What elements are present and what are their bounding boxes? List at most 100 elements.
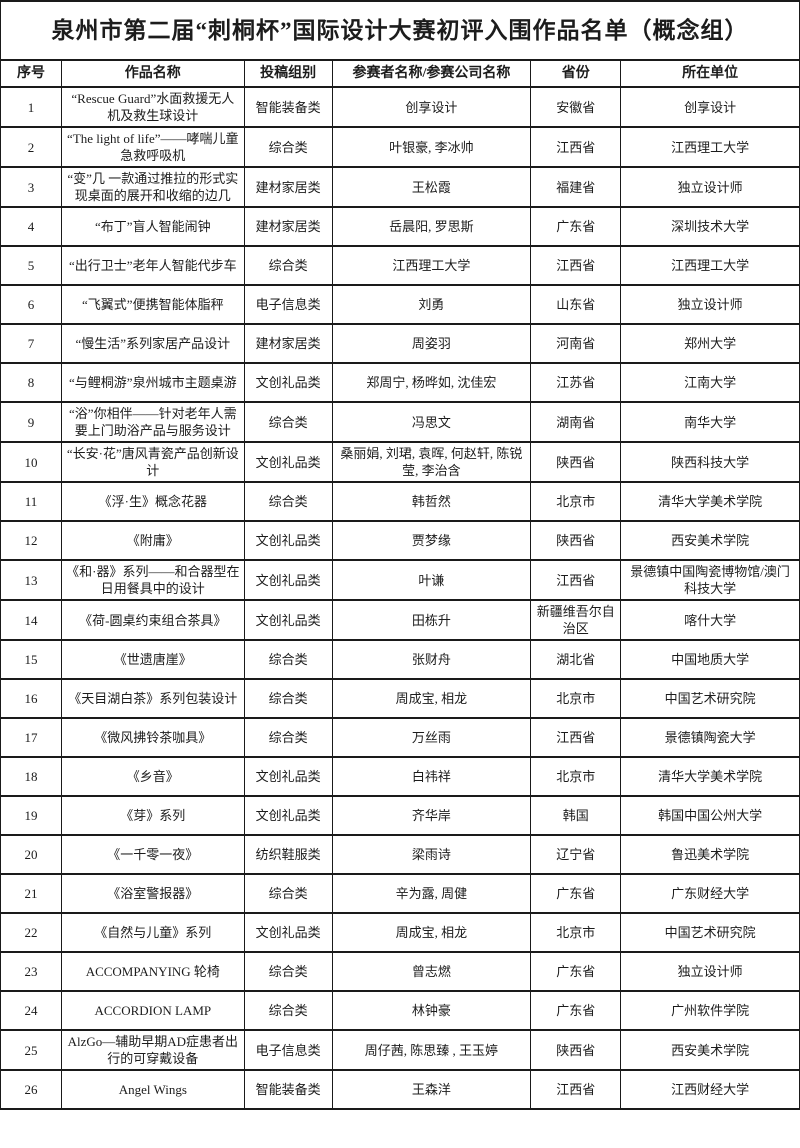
cell-category: 综合类 [243,639,333,680]
cell-participants: 周成宝, 相龙 [331,912,532,953]
cell-work-name: 《附庸》 [60,520,245,561]
cell-serial-number: 6 [0,284,62,325]
cell-category: 综合类 [243,678,333,719]
cell-unit: 创享设计 [620,86,800,128]
cell-unit: 南华大学 [620,401,800,443]
cell-category: 文创礼品类 [243,559,333,601]
cell-category: 文创礼品类 [243,756,333,797]
cell-unit: 喀什大学 [620,599,800,641]
table-row: 26 Angel Wings 智能装备类 王森洋 江西省 江西财经大学 [0,1069,800,1110]
title-row: 泉州市第二届“刺桐杯”国际设计大赛初评入围作品名单（概念组） [0,0,800,61]
document-page: 泉州市第二届“刺桐杯”国际设计大赛初评入围作品名单（概念组） 序号 作品名称 投… [0,0,800,1110]
cell-province: 广东省 [530,873,622,914]
cell-category: 综合类 [243,873,333,914]
shortlist-table: 泉州市第二届“刺桐杯”国际设计大赛初评入围作品名单（概念组） 序号 作品名称 投… [0,0,800,1110]
cell-category: 智能装备类 [243,86,333,128]
cell-province: 北京市 [530,481,622,522]
cell-serial-number: 10 [0,441,62,483]
cell-serial-number: 9 [0,401,62,443]
cell-category: 综合类 [243,481,333,522]
cell-work-name: 《自然与儿童》系列 [60,912,245,953]
cell-work-name: “飞翼式”便携智能体脂秤 [60,284,245,325]
cell-serial-number: 20 [0,834,62,875]
cell-category: 综合类 [243,990,333,1031]
cell-category: 文创礼品类 [243,599,333,641]
cell-serial-number: 25 [0,1029,62,1071]
cell-serial-number: 16 [0,678,62,719]
table-row: 19 《芽》系列 文创礼品类 齐华岸 韩国 韩国中国公州大学 [0,795,800,836]
cell-participants: 王松霞 [331,166,532,208]
cell-serial-number: 14 [0,599,62,641]
header-row: 序号 作品名称 投稿组别 参赛者名称/参赛公司名称 省份 所在单位 [0,59,800,88]
cell-unit: 广州软件学院 [620,990,800,1031]
cell-work-name: ACCOMPANYING 轮椅 [60,951,245,992]
cell-serial-number: 22 [0,912,62,953]
cell-work-name: “出行卫士”老年人智能代步车 [60,245,245,286]
table-row: 3 “变”几 一款通过推拉的形式实现桌面的展开和收缩的边几 建材家居类 王松霞 … [0,166,800,208]
cell-unit: 中国艺术研究院 [620,912,800,953]
cell-unit: 清华大学美术学院 [620,481,800,522]
cell-category: 建材家居类 [243,323,333,364]
cell-work-name: “The light of life”——哮喘儿童急救呼吸机 [60,126,245,168]
cell-serial-number: 3 [0,166,62,208]
cell-participants: 曾志燃 [331,951,532,992]
cell-category: 综合类 [243,245,333,286]
cell-serial-number: 1 [0,86,62,128]
cell-participants: 白祎祥 [331,756,532,797]
cell-category: 纺织鞋服类 [243,834,333,875]
cell-category: 文创礼品类 [243,912,333,953]
table-body: 泉州市第二届“刺桐杯”国际设计大赛初评入围作品名单（概念组） 序号 作品名称 投… [0,0,800,1110]
cell-unit: 江南大学 [620,362,800,403]
cell-unit: 独立设计师 [620,166,800,208]
cell-category: 文创礼品类 [243,520,333,561]
cell-participants: 叶谦 [331,559,532,601]
cell-category: 文创礼品类 [243,441,333,483]
cell-province: 北京市 [530,678,622,719]
column-header-participant: 参赛者名称/参赛公司名称 [331,59,532,88]
cell-serial-number: 7 [0,323,62,364]
cell-work-name: “长安·花”唐风青瓷产品创新设计 [60,441,245,483]
cell-unit: 广东财经大学 [620,873,800,914]
cell-province: 江西省 [530,245,622,286]
cell-serial-number: 11 [0,481,62,522]
cell-unit: 西安美术学院 [620,1029,800,1071]
column-header-unit: 所在单位 [620,59,800,88]
cell-province: 韩国 [530,795,622,836]
table-row: 9 “浴”你相伴——针对老年人需要上门助浴产品与服务设计 综合类 冯思文 湖南省… [0,401,800,443]
cell-work-name: 《浴室警报器》 [60,873,245,914]
cell-category: 电子信息类 [243,284,333,325]
table-row: 8 “与鲤桐游”泉州城市主题桌游 文创礼品类 郑周宁, 杨晔如, 沈佳宏 江苏省… [0,362,800,403]
cell-participants: 郑周宁, 杨晔如, 沈佳宏 [331,362,532,403]
cell-work-name: “Rescue Guard”水面救援无人机及救生球设计 [60,86,245,128]
cell-unit: 景德镇陶瓷大学 [620,717,800,758]
table-row: 5 “出行卫士”老年人智能代步车 综合类 江西理工大学 江西省 江西理工大学 [0,245,800,286]
cell-participants: 创享设计 [331,86,532,128]
cell-serial-number: 18 [0,756,62,797]
cell-unit: 江西理工大学 [620,126,800,168]
cell-province: 湖南省 [530,401,622,443]
column-header-province: 省份 [530,59,622,88]
cell-unit: 韩国中国公州大学 [620,795,800,836]
cell-province: 安徽省 [530,86,622,128]
table-row: 6 “飞翼式”便携智能体脂秤 电子信息类 刘勇 山东省 独立设计师 [0,284,800,325]
cell-serial-number: 12 [0,520,62,561]
table-row: 2 “The light of life”——哮喘儿童急救呼吸机 综合类 叶银豪… [0,126,800,168]
table-row: 10 “长安·花”唐风青瓷产品创新设计 文创礼品类 桑丽娟, 刘珺, 袁晖, 何… [0,441,800,483]
cell-province: 广东省 [530,990,622,1031]
cell-serial-number: 17 [0,717,62,758]
cell-unit: 江西理工大学 [620,245,800,286]
cell-province: 新疆维吾尔自治区 [530,599,622,641]
cell-unit: 深圳技术大学 [620,206,800,247]
cell-unit: 郑州大学 [620,323,800,364]
cell-participants: 张财舟 [331,639,532,680]
cell-participants: 周成宝, 相龙 [331,678,532,719]
table-row: 24 ACCORDION LAMP 综合类 林钟豪 广东省 广州软件学院 [0,990,800,1031]
cell-participants: 刘勇 [331,284,532,325]
cell-work-name: AlzGo—辅助早期AD症患者出行的可穿戴设备 [60,1029,245,1071]
cell-unit: 清华大学美术学院 [620,756,800,797]
cell-participants: 周仔茜, 陈思臻 , 王玉婷 [331,1029,532,1071]
table-row: 17 《微风拂铃茶咖具》 综合类 万丝雨 江西省 景德镇陶瓷大学 [0,717,800,758]
cell-category: 综合类 [243,126,333,168]
cell-work-name: 《芽》系列 [60,795,245,836]
cell-participants: 王森洋 [331,1069,532,1110]
